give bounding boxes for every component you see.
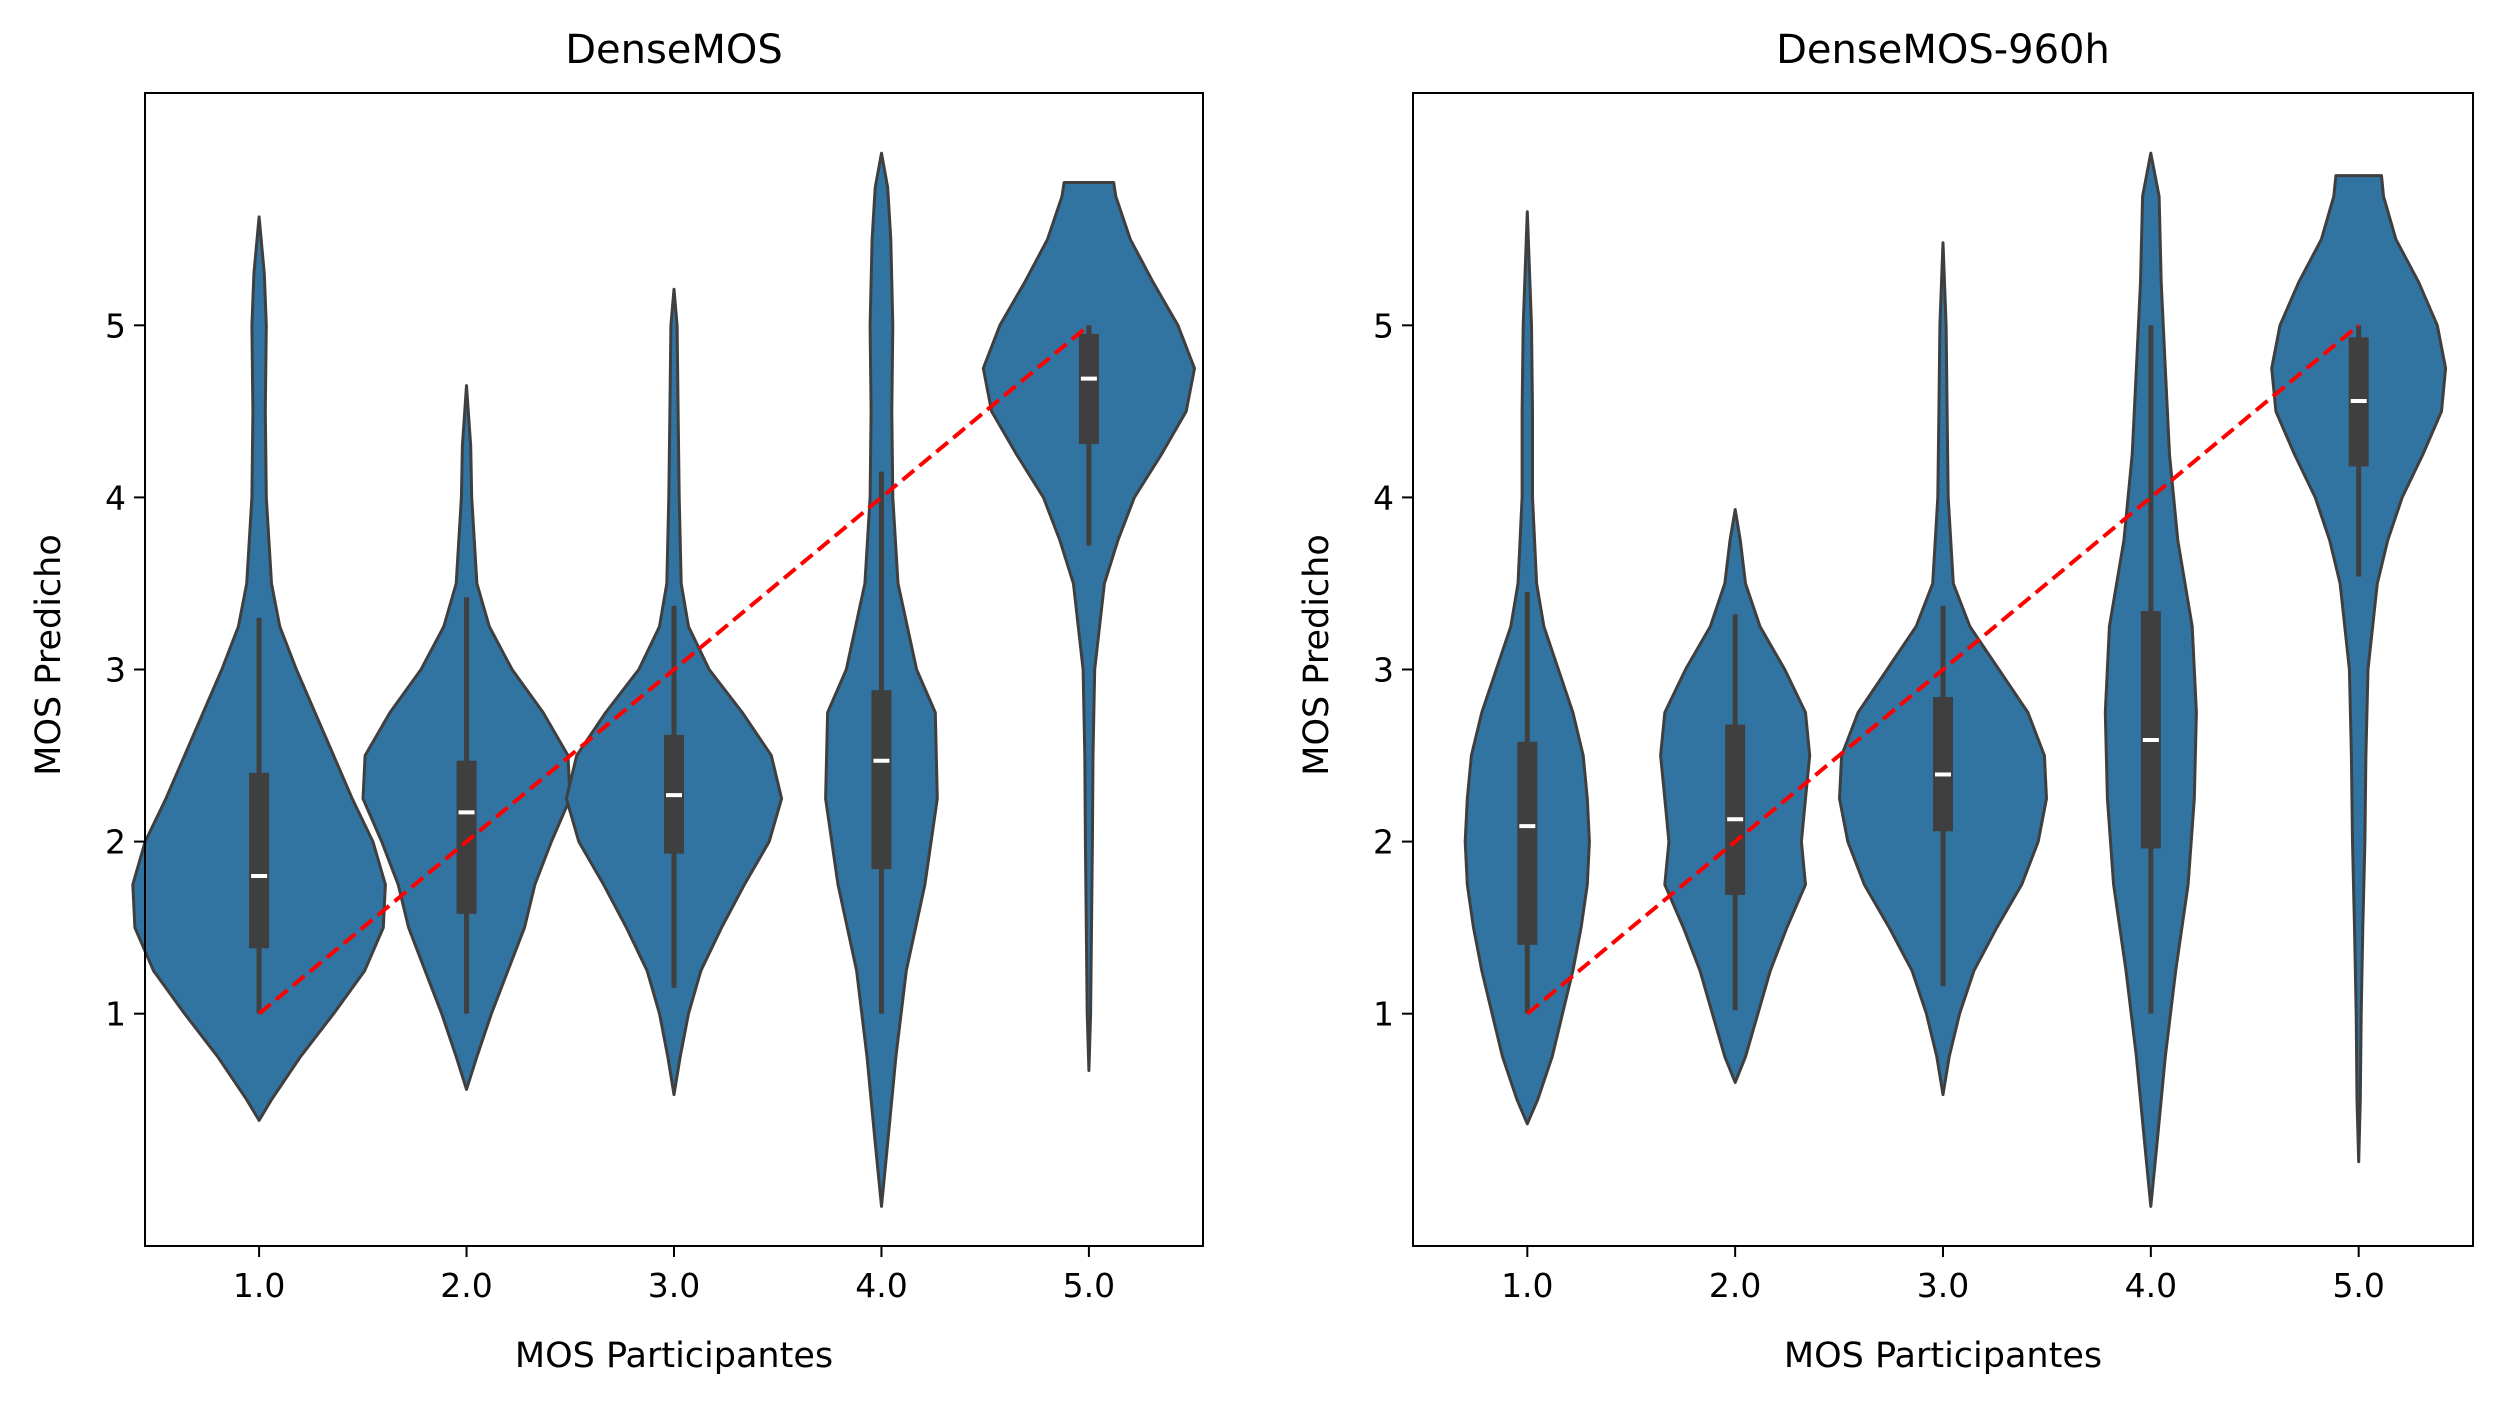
violin-1.0 (131, 215, 387, 1122)
plot-area: 1.0 2.0 3.0 4.0 5.0 1 2 3 4 5 (1373, 92, 2474, 1305)
y-tick-label: 1 (1373, 995, 1394, 1034)
violin-box (249, 772, 270, 949)
y-tick-label: 3 (1373, 651, 1394, 690)
y-tick-label: 4 (105, 478, 126, 517)
x-tick-label: 5.0 (2332, 1266, 2384, 1305)
violin-box (2140, 610, 2161, 849)
subplot-densemos-960h: DenseMOS-960h MOS Participantes MOS Pred… (1297, 27, 2474, 1376)
y-tick-label: 2 (105, 823, 126, 862)
violin-box (871, 690, 892, 870)
plot-area: 1.0 2.0 3.0 4.0 5.0 1 2 3 4 5 (105, 92, 1204, 1305)
x-tick-label: 5.0 (1063, 1266, 1115, 1305)
violin-4.0 (824, 151, 939, 1208)
violin-body (2270, 174, 2448, 1164)
violin-1.0 (1463, 210, 1591, 1126)
y-tick-label: 5 (1373, 306, 1394, 345)
x-tick-label: 3.0 (1917, 1266, 1969, 1305)
y-tick-label: 3 (105, 651, 126, 690)
violin-box (1078, 333, 1099, 445)
x-tick-label: 1.0 (1501, 1266, 1553, 1305)
x-tick-label: 2.0 (440, 1266, 492, 1305)
subplot-title: DenseMOS (565, 27, 783, 73)
x-tick-label: 1.0 (233, 1266, 285, 1305)
y-tick-label: 2 (1373, 823, 1394, 862)
violin-2.0 (1659, 508, 1812, 1084)
violin-2.0 (361, 384, 572, 1091)
y-axis-label: MOS Predicho (1297, 534, 1337, 776)
violin-5.0 (2270, 174, 2448, 1164)
y-axis-label: MOS Predicho (29, 534, 69, 776)
x-tick-label: 4.0 (2125, 1266, 2177, 1305)
reference-line (1526, 323, 2360, 1016)
violin-box (1517, 741, 1538, 945)
y-tick-label: 1 (105, 995, 126, 1034)
x-tick-label: 2.0 (1709, 1266, 1761, 1305)
x-axis-label: MOS Participantes (1784, 1336, 2102, 1376)
violin-4.0 (2103, 151, 2198, 1208)
violin-5.0 (981, 181, 1196, 1072)
violin-body (981, 181, 1196, 1072)
y-tick-label: 5 (105, 306, 126, 345)
violin-box (1933, 697, 1953, 832)
x-axis-label: MOS Participantes (515, 1336, 833, 1376)
violin-3.0 (564, 287, 784, 1097)
violin-box (1725, 724, 1746, 895)
x-tick-label: 3.0 (648, 1266, 700, 1305)
reference-line (257, 323, 1091, 1016)
violin-box (456, 760, 477, 914)
subplot-title: DenseMOS-960h (1776, 27, 2110, 73)
subplot-densemos: DenseMOS MOS Participantes MOS Predicho … (29, 27, 1204, 1376)
x-tick-label: 4.0 (855, 1266, 907, 1305)
y-tick-label: 4 (1373, 478, 1394, 517)
